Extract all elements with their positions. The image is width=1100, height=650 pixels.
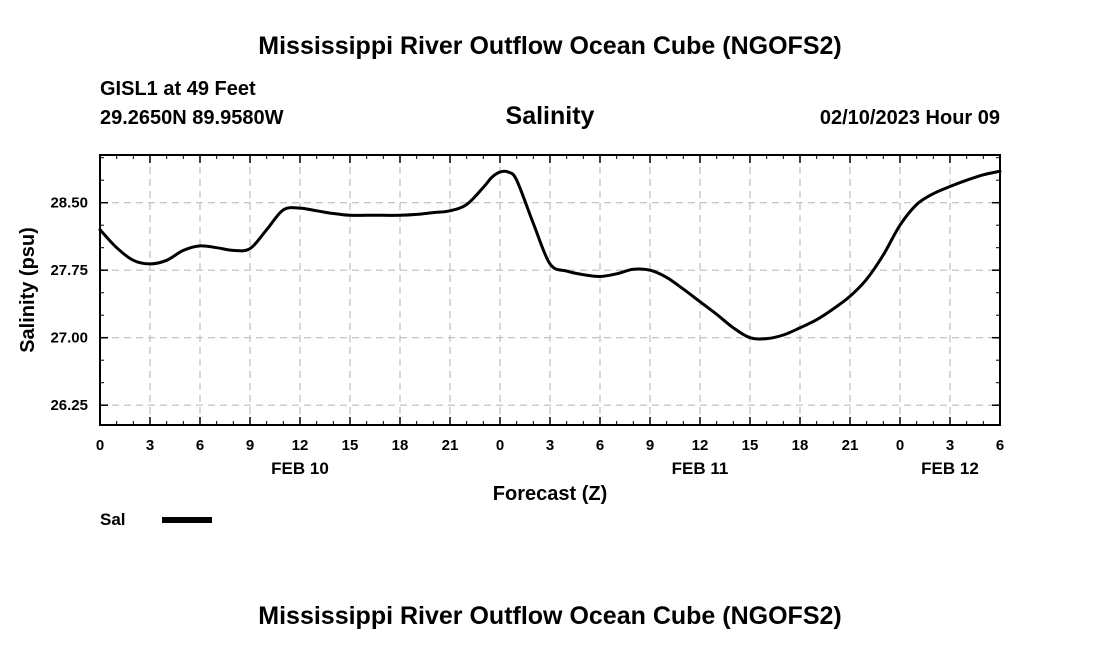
x-tick-label: 21 — [842, 437, 859, 454]
plot-grid — [100, 155, 1000, 425]
plot-frame — [99, 154, 1001, 426]
series-layer — [98, 169, 1002, 341]
y-tick-labels: 26.25 27.00 27.75 28.50 — [50, 195, 88, 415]
x-axis-title: Forecast (Z) — [493, 483, 607, 505]
y-tick-label: 26.25 — [50, 397, 88, 414]
date-labels: FEB 10 FEB 11 FEB 12 — [271, 459, 979, 478]
x-tick-label: 21 — [442, 437, 459, 454]
station-coordinates: 29.2650N 89.9580W — [100, 107, 284, 129]
x-tick-label: 12 — [292, 437, 309, 454]
x-tick-label: 15 — [342, 437, 359, 454]
x-tick-label: 3 — [146, 437, 154, 454]
main-title: Mississippi River Outflow Ocean Cube (NG… — [258, 32, 841, 60]
footer-title: Mississippi River Outflow Ocean Cube (NG… — [258, 602, 841, 630]
x-tick-label: 18 — [392, 437, 409, 454]
x-tick-label: 3 — [546, 437, 554, 454]
date-label: FEB 12 — [921, 459, 979, 478]
date-label: FEB 11 — [672, 459, 729, 478]
x-tick-label: 6 — [996, 437, 1004, 454]
legend-label-sal: Sal — [100, 510, 126, 529]
y-axis-title: Salinity (psu) — [17, 227, 39, 353]
x-tick-label: 0 — [96, 437, 104, 454]
y-tick-label: 27.75 — [50, 262, 88, 279]
y-tick-label: 28.50 — [50, 195, 88, 212]
x-tick-label: 6 — [596, 437, 604, 454]
x-tick-label: 15 — [742, 437, 759, 454]
date-label: FEB 10 — [271, 459, 329, 478]
x-tick-label: 18 — [792, 437, 809, 454]
x-tick-labels: 0 3 6 9 12 15 18 21 0 3 6 9 12 15 18 21 0 3 6 — [96, 437, 1004, 454]
x-tick-label: 12 — [692, 437, 709, 454]
x-tick-label: 9 — [246, 437, 254, 454]
x-tick-label: 3 — [946, 437, 954, 454]
legend: Sal — [100, 510, 212, 529]
x-tick-label: 0 — [496, 437, 504, 454]
series-line-sal — [98, 169, 1002, 341]
chart-title: Salinity — [506, 102, 595, 130]
x-tick-label: 6 — [196, 437, 204, 454]
x-tick-label: 0 — [896, 437, 904, 454]
y-tick-label: 27.00 — [50, 330, 88, 347]
station-label: GISL1 at 49 Feet — [100, 78, 256, 100]
forecast-datetime: 02/10/2023 Hour 09 — [820, 107, 1000, 129]
x-tick-label: 9 — [646, 437, 654, 454]
